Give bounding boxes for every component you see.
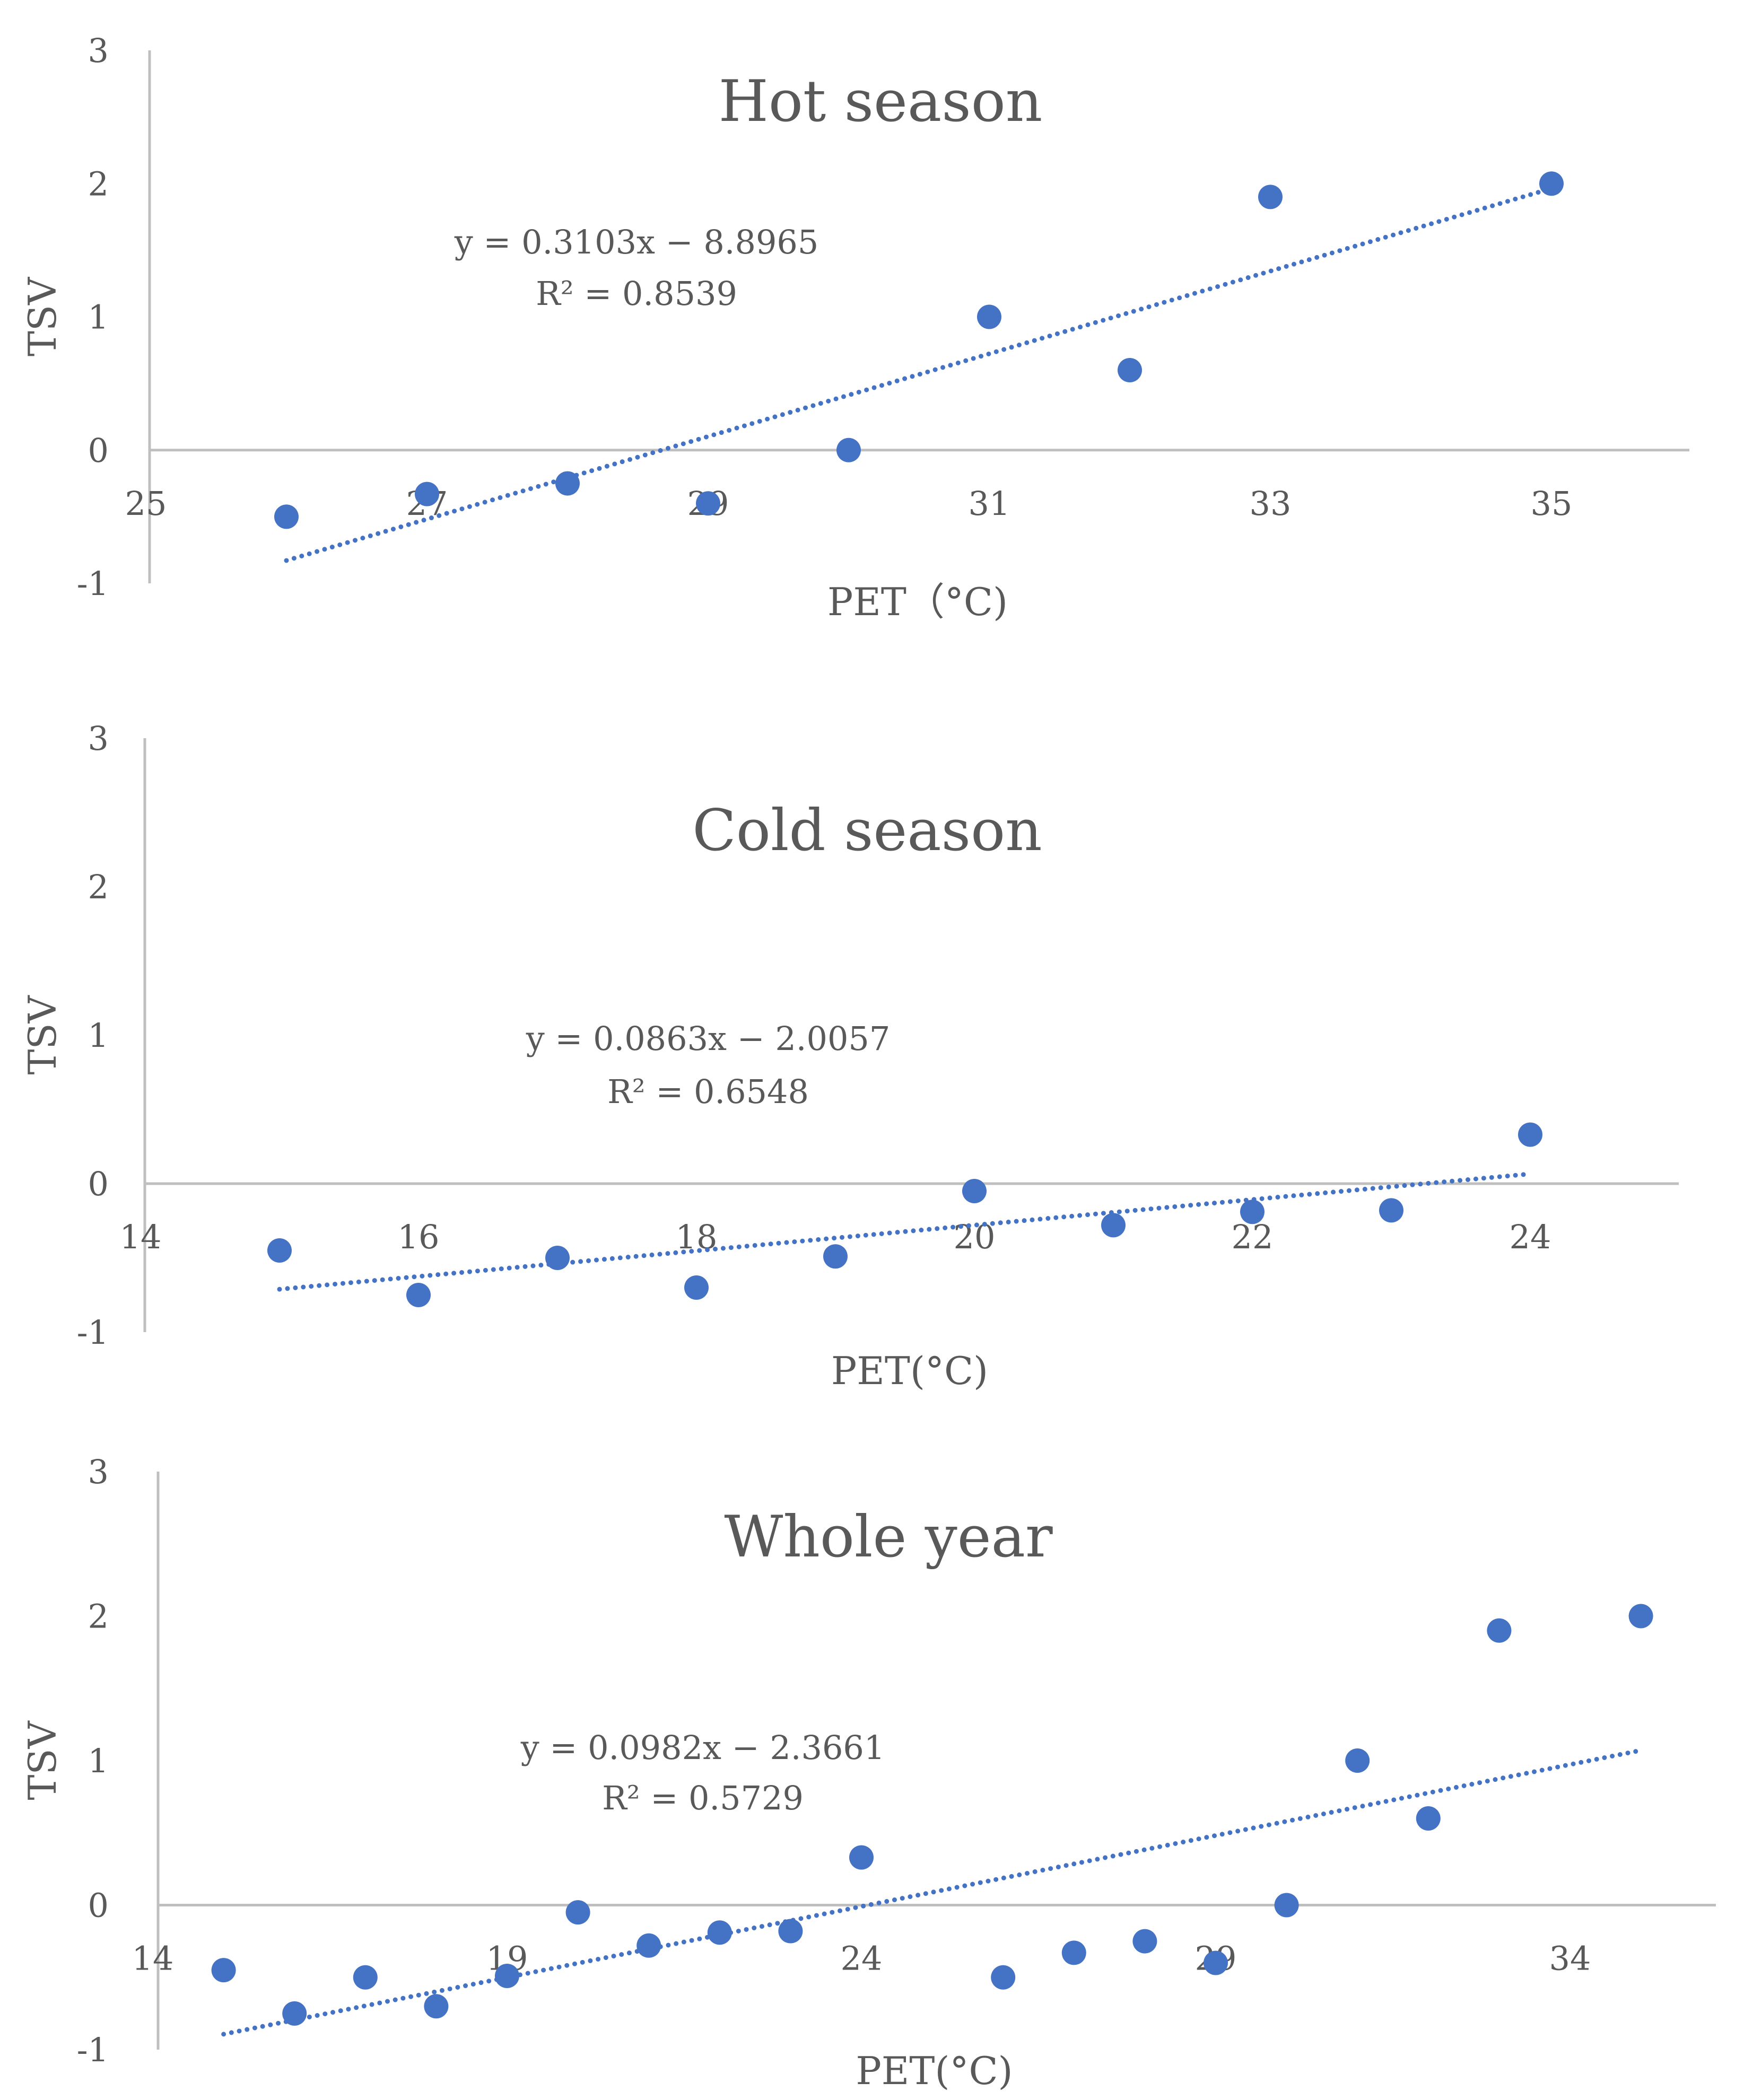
data-point (1628, 1604, 1653, 1629)
y-tick-label: 0 (88, 431, 109, 470)
y-axis-title: TSV (20, 994, 65, 1074)
y-tick-label: 2 (88, 164, 109, 203)
y-axis-title: TSV (20, 1720, 65, 1800)
y-tick-label: -1 (77, 2031, 109, 2069)
data-point (849, 1845, 874, 1870)
y-tick-label: 2 (88, 868, 109, 906)
data-point (1258, 185, 1283, 209)
y-tick-label: 0 (88, 1886, 109, 1925)
trendline (277, 1171, 1533, 1292)
x-tick-label: 18 (676, 1218, 718, 1256)
data-point (274, 504, 299, 529)
data-point (836, 438, 861, 462)
data-point (684, 1275, 709, 1300)
x-tick-label: 35 (1531, 484, 1573, 523)
data-point (495, 1964, 519, 1989)
y-tick-label: -1 (77, 564, 109, 603)
y-tick-label: 3 (88, 31, 109, 70)
x-tick-label: 34 (1549, 1939, 1591, 1978)
data-point (1379, 1198, 1403, 1223)
x-tick-label: 25 (125, 484, 167, 523)
y-tick-label: 1 (88, 1742, 109, 1780)
data-point (707, 1920, 732, 1945)
data-point (282, 2001, 307, 2026)
x-axis-title: PET(°C) (856, 2049, 1013, 2093)
y-tick-label: 3 (88, 719, 109, 758)
data-point (1061, 1940, 1086, 1965)
data-point (406, 1283, 431, 1307)
y-axis-title: TSV (20, 276, 65, 356)
data-point (555, 471, 580, 496)
x-tick-label: 14 (132, 1939, 174, 1978)
x-tick-label: 24 (1510, 1218, 1551, 1256)
data-point (991, 1965, 1016, 1990)
r-squared-label: R² = 0.6548 (607, 1072, 809, 1111)
data-point (1240, 1200, 1265, 1224)
data-point (696, 491, 720, 516)
data-point (1487, 1618, 1512, 1643)
data-point (778, 1919, 803, 1944)
data-point (415, 482, 439, 506)
data-point (636, 1933, 661, 1958)
y-tick-label: 0 (88, 1165, 109, 1203)
x-axis-title: PET(°C) (831, 1349, 988, 1393)
y-tick-label: 2 (88, 1597, 109, 1636)
data-point (1204, 1950, 1228, 1975)
data-point (1416, 1806, 1441, 1831)
x-tick-label: 33 (1250, 484, 1292, 523)
trendline-equation: y = 0.3103x − 8.8965 (454, 223, 819, 261)
y-tick-label: -1 (77, 1313, 109, 1352)
x-axis-title: PET（°C) (827, 580, 1008, 624)
chart-hot-season: -10123252729313335Hot seasonPET（°C)TSVy … (20, 31, 1689, 624)
data-point (977, 304, 1001, 329)
data-point (545, 1246, 570, 1270)
chart-title: Whole year (724, 1504, 1053, 1570)
data-point (1274, 1893, 1299, 1918)
data-point (1518, 1122, 1542, 1147)
trendline-equation: y = 0.0982x − 2.3661 (520, 1728, 885, 1767)
y-tick-label: 1 (88, 298, 109, 337)
data-point (1539, 171, 1564, 196)
x-tick-label: 20 (954, 1218, 996, 1256)
data-point (353, 1965, 378, 1990)
data-point (823, 1244, 848, 1269)
data-point (267, 1238, 292, 1263)
y-tick-label: 3 (88, 1452, 109, 1491)
data-point (565, 1900, 590, 1925)
x-tick-label: 24 (841, 1939, 883, 1978)
chart-title: Cold season (692, 798, 1042, 864)
x-tick-label: 31 (969, 484, 1010, 523)
data-point (1345, 1748, 1370, 1773)
chart-title: Hot season (719, 68, 1043, 135)
data-point (1101, 1213, 1126, 1238)
r-squared-label: R² = 0.5729 (602, 1779, 804, 1817)
data-point (211, 1958, 236, 1983)
data-point (1132, 1929, 1157, 1954)
data-point (424, 1994, 449, 2019)
data-point (962, 1179, 987, 1203)
trendline-equation: y = 0.0863x − 2.0057 (526, 1019, 891, 1058)
x-tick-label: 16 (398, 1218, 440, 1256)
data-point (1118, 358, 1142, 382)
y-tick-label: 1 (88, 1016, 109, 1055)
trendline (221, 1748, 1644, 2037)
x-tick-label: 14 (120, 1218, 162, 1256)
r-squared-label: R² = 0.8539 (536, 274, 737, 313)
trendline (284, 186, 1554, 563)
